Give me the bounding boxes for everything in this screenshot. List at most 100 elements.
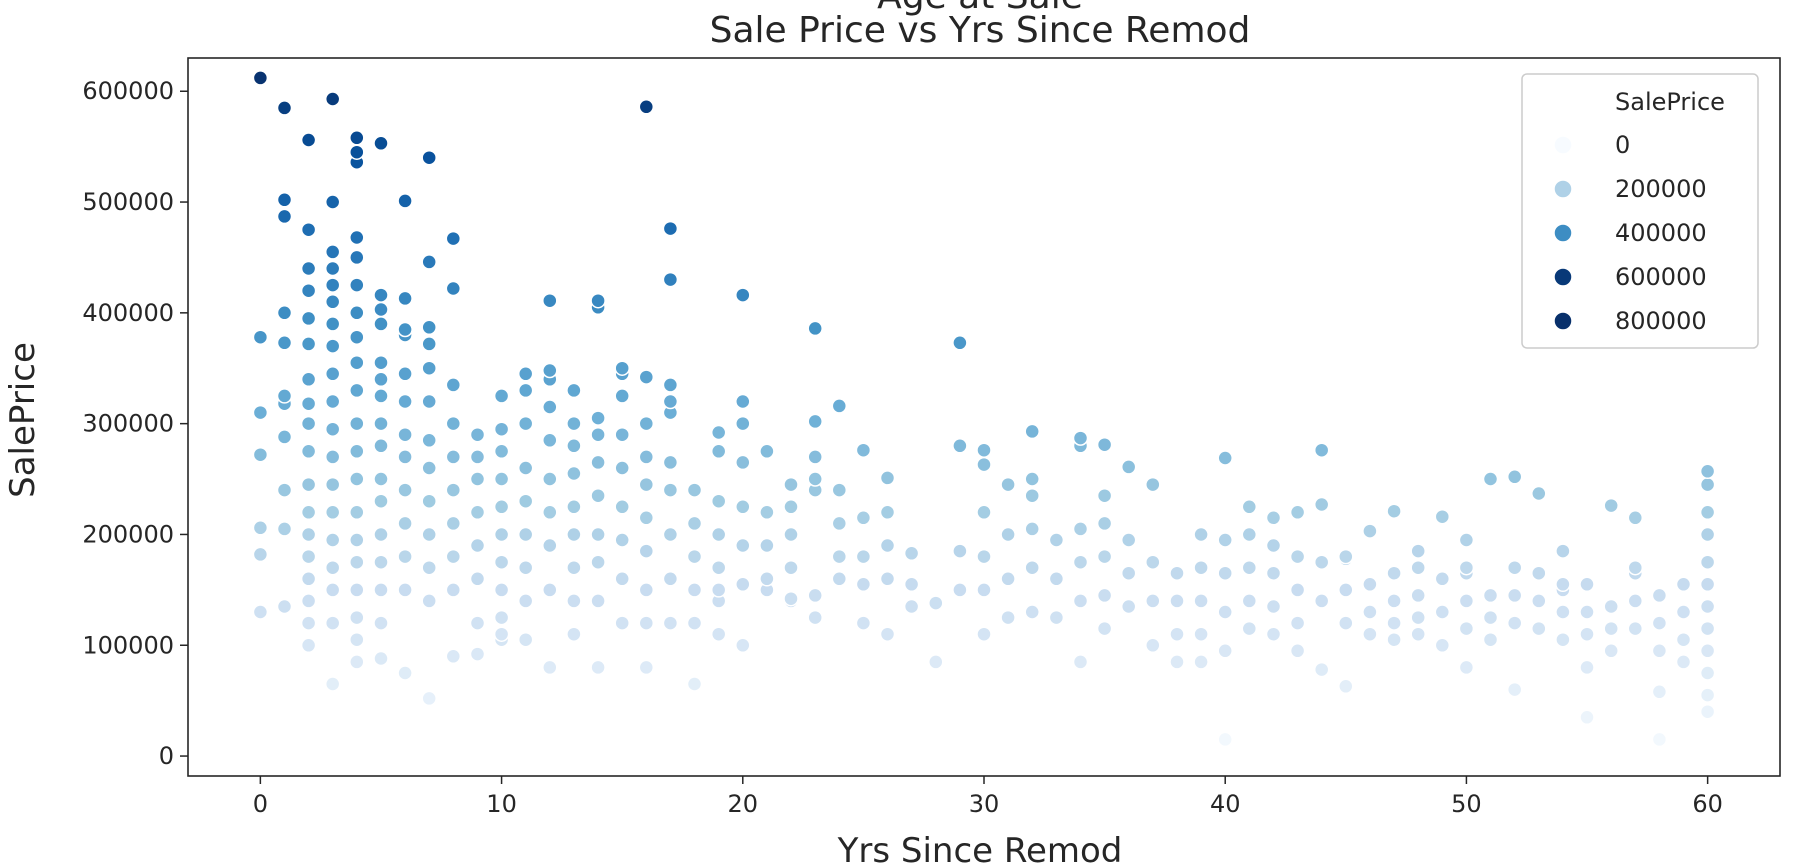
data-point (324, 244, 341, 260)
data-point (1338, 615, 1354, 631)
data-point (710, 582, 727, 598)
data-point (469, 449, 486, 465)
data-point (1120, 565, 1137, 581)
data-point (638, 415, 655, 432)
data-point (1362, 523, 1378, 539)
data-point (542, 504, 558, 521)
data-point (397, 665, 413, 681)
data-point (349, 249, 365, 266)
data-point (397, 393, 413, 410)
data-point (300, 395, 317, 412)
data-point (1000, 609, 1016, 626)
data-point (855, 615, 872, 631)
data-point (662, 482, 679, 498)
data-point (1699, 620, 1716, 637)
data-point (1627, 620, 1644, 637)
data-point (276, 429, 293, 445)
data-point (710, 424, 727, 441)
data-point (1241, 526, 1258, 543)
data-point (300, 336, 317, 352)
data-point (807, 413, 823, 430)
data-point (1048, 609, 1065, 626)
legend-title: SalePrice (1615, 88, 1725, 116)
data-point (445, 230, 462, 247)
data-point (855, 510, 872, 526)
data-point (1241, 620, 1258, 637)
data-point (1169, 626, 1185, 642)
data-point (276, 388, 293, 404)
data-point (252, 520, 269, 536)
data-point (1699, 576, 1716, 593)
data-point (493, 582, 510, 598)
data-point (1627, 510, 1644, 526)
data-point (1699, 554, 1716, 570)
data-point (373, 650, 389, 667)
data-point (1410, 609, 1426, 626)
data-point (1072, 521, 1089, 537)
data-point (879, 504, 896, 521)
data-point (300, 415, 317, 432)
data-point (300, 260, 317, 277)
data-point (735, 499, 751, 515)
data-point (855, 442, 872, 458)
data-point (976, 626, 992, 642)
data-point (397, 366, 413, 382)
data-point (1120, 459, 1137, 475)
data-point (493, 443, 510, 460)
data-point (300, 548, 317, 565)
data-point (976, 456, 992, 473)
data-point (831, 515, 848, 532)
data-point (1217, 731, 1233, 748)
data-point (614, 426, 630, 443)
data-point (686, 515, 703, 532)
data-point (783, 526, 799, 543)
data-point (783, 590, 799, 607)
chart-title: Sale Price vs Yrs Since Remod (710, 10, 1251, 51)
data-point (1072, 593, 1089, 609)
legend-marker (1553, 135, 1573, 155)
data-point (373, 354, 389, 371)
data-point (1579, 709, 1595, 726)
data-point (590, 454, 606, 471)
data-point (1482, 631, 1499, 648)
data-point (1072, 554, 1089, 570)
data-point (710, 526, 727, 543)
data-point (300, 221, 317, 238)
data-point (397, 449, 413, 465)
data-point (1096, 515, 1113, 532)
data-point (1193, 626, 1209, 642)
data-point (1531, 620, 1547, 637)
data-point (879, 470, 896, 486)
data-point (1289, 582, 1306, 598)
data-point (1362, 604, 1378, 620)
data-point (445, 648, 462, 665)
data-point (373, 301, 389, 318)
data-point (638, 99, 655, 115)
data-point (1241, 593, 1258, 609)
data-point (1193, 593, 1209, 609)
data-point (349, 144, 365, 160)
data-point (397, 426, 413, 443)
data-point (469, 571, 486, 587)
data-point (735, 287, 751, 303)
data-point (1386, 565, 1402, 581)
data-point (1675, 576, 1692, 593)
data-point (638, 659, 655, 676)
x-tick-label: 40 (1210, 790, 1241, 818)
data-point (252, 70, 269, 86)
data-point (638, 476, 655, 493)
data-point (1699, 703, 1716, 720)
data-point (276, 335, 293, 351)
data-point (373, 582, 389, 598)
data-point (493, 526, 510, 543)
data-point (324, 91, 341, 107)
data-point (662, 526, 679, 543)
data-point (735, 454, 751, 471)
data-point (638, 369, 655, 385)
data-point (1699, 476, 1716, 493)
data-point (976, 582, 992, 598)
data-point (493, 554, 510, 570)
data-point (1410, 587, 1426, 604)
data-point (349, 532, 365, 548)
data-point (469, 646, 486, 662)
